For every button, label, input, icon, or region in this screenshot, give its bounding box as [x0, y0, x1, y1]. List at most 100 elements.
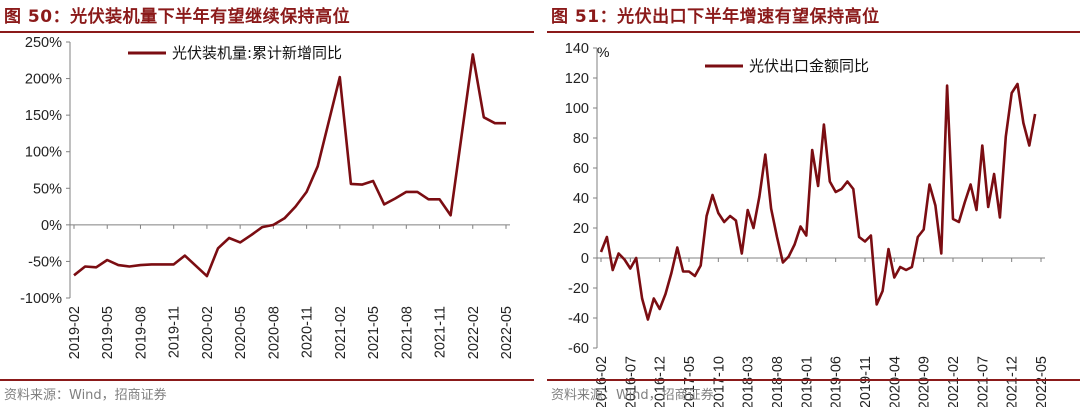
y-tick-label: 50% — [33, 181, 62, 197]
data-point — [483, 116, 485, 118]
x-tick-label: 2021-12 — [1005, 356, 1021, 407]
y-tick-label: 200% — [25, 72, 62, 88]
figure-50-panel: 图 50：光伏装机量下半年有望继续保持高位 -100% -50% 0% 50% 100%… — [0, 0, 534, 407]
data-point — [682, 271, 684, 273]
data-point — [952, 218, 954, 220]
figure-50-bottom-rule — [0, 379, 534, 381]
data-point — [128, 266, 130, 268]
x-tick-label: 2017-10 — [711, 356, 727, 407]
y-tick-label: 140 — [565, 41, 589, 57]
data-point — [250, 234, 252, 236]
data-point — [770, 208, 772, 210]
data-point — [688, 271, 690, 273]
x-tick-label: 2020-02 — [200, 306, 216, 359]
y-tick-label: 60 — [573, 161, 589, 177]
data-point — [934, 205, 936, 207]
x-tick-label: 2022-02 — [466, 306, 482, 359]
data-point — [73, 274, 75, 276]
data-point — [284, 217, 286, 219]
data-point — [618, 253, 620, 255]
data-point — [217, 247, 219, 249]
data-point — [999, 217, 1001, 219]
figure-51-source: 资料来源：Wind，招商证券 — [551, 388, 714, 403]
data-point — [864, 241, 866, 243]
y-tick-label: 100% — [25, 145, 62, 161]
data-point — [981, 145, 983, 147]
data-point — [659, 308, 661, 310]
x-tick-label: 2019-11 — [858, 356, 874, 407]
data-point — [117, 264, 119, 266]
y-tick-label: 100 — [565, 101, 589, 117]
x-tick-label: 2021-02 — [946, 356, 962, 407]
x-tick-label: 2021-02 — [333, 306, 349, 359]
x-tick-label: 2021-08 — [399, 306, 415, 359]
data-point — [383, 203, 385, 205]
data-point — [858, 236, 860, 238]
figure-50-chart: -100% -50% 0% 50% 100% 150% 200% 250% 2019-02 201… — [20, 35, 515, 359]
data-point — [140, 264, 142, 266]
data-point — [641, 298, 643, 300]
data-point — [905, 269, 907, 271]
data-point — [361, 184, 363, 186]
data-point — [1022, 122, 1024, 124]
data-point — [882, 290, 884, 292]
x-tick-label: 2018-03 — [741, 356, 757, 407]
data-point — [970, 184, 972, 186]
data-point — [84, 266, 86, 268]
figure-50-title: 图 50：光伏装机量下半年有望继续保持高位 — [4, 7, 351, 27]
y-tick-label: -40 — [568, 311, 589, 327]
data-point — [993, 173, 995, 175]
data-point — [647, 319, 649, 321]
x-tick-label: 2017-05 — [682, 356, 698, 407]
y-tick-label: 120 — [565, 71, 589, 87]
figure-51-chart: -60 -40 -20 0 20 40 60 80 100 120 140 2016-02 2016-0… — [565, 41, 1050, 407]
data-point — [394, 198, 396, 200]
data-point — [788, 256, 790, 258]
figure-51-bottom-rule — [547, 379, 1080, 381]
data-point — [706, 215, 708, 217]
data-point — [940, 253, 942, 255]
x-tick-label: 2019-06 — [829, 356, 845, 407]
data-point — [600, 251, 602, 253]
x-tick-label: 2022-05 — [1034, 356, 1050, 407]
x-tick-label: 2020-08 — [266, 306, 282, 359]
data-point — [800, 226, 802, 228]
data-point — [794, 244, 796, 246]
data-point — [206, 275, 208, 277]
figure-51-panel: 图 51：光伏出口下半年增速有望保持高位 -60 -40 -20 0 20 40 60 80 1… — [547, 0, 1080, 407]
data-point — [870, 235, 872, 237]
data-point — [964, 202, 966, 204]
data-point — [472, 53, 474, 55]
data-point — [923, 229, 925, 231]
x-tick-label: 2019-01 — [799, 356, 815, 407]
series-line — [73, 53, 506, 278]
x-tick-label: 2021-05 — [366, 306, 382, 359]
y-tick-label: 20 — [573, 221, 589, 237]
data-point — [1017, 83, 1019, 85]
data-point — [428, 198, 430, 200]
x-tick-label: 2020-09 — [917, 356, 933, 407]
figure-51-title: 图 51：光伏出口下半年增速有望保持高位 — [551, 7, 880, 27]
y-tick-label: 250% — [25, 35, 62, 51]
data-point — [665, 293, 667, 295]
data-point — [306, 191, 308, 193]
data-point — [676, 247, 678, 249]
data-point — [712, 194, 714, 196]
x-tick-label: 2016-02 — [594, 356, 610, 407]
legend-label: 光伏出口金额同比 — [749, 57, 869, 75]
data-point — [405, 191, 407, 193]
data-point — [776, 236, 778, 238]
x-tick-label: 2021-07 — [975, 356, 991, 407]
x-tick-label: 2021-11 — [433, 306, 449, 358]
x-tick-label: 2016-07 — [623, 356, 639, 407]
data-point — [228, 237, 230, 239]
data-point — [976, 209, 978, 211]
x-tick-label: 2020-04 — [887, 356, 903, 407]
data-point — [1028, 145, 1030, 147]
figure-50-top-rule — [0, 31, 534, 33]
data-point — [261, 226, 263, 228]
x-tick-label: 2020-05 — [233, 306, 249, 359]
data-point — [958, 221, 960, 223]
data-point — [876, 304, 878, 306]
data-point — [717, 212, 719, 214]
